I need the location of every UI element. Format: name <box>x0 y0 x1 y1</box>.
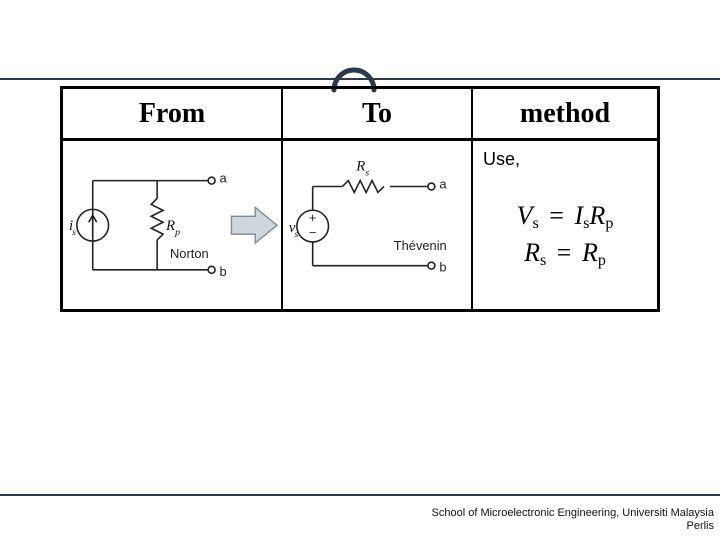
term-a-2: a <box>439 176 447 191</box>
svg-text:−: − <box>309 225 317 240</box>
thevenin-caption: Thévenin <box>394 238 447 253</box>
slide-page: From To method is <box>0 0 720 540</box>
footer-line-1: School of Microelectronic Engineering, U… <box>432 507 714 521</box>
svg-text:Rs: Rs <box>355 159 369 179</box>
norton-caption: Norton <box>170 246 209 261</box>
is-sub: s <box>72 227 76 238</box>
footer-line-2: Perlis <box>432 520 714 534</box>
term-b-2: b <box>439 260 446 275</box>
rp-sub: p <box>174 227 180 238</box>
method-intro: Use, <box>483 149 647 170</box>
cell-from: is Rp a b Norton <box>63 141 283 309</box>
conversion-table: From To method is <box>60 86 660 312</box>
footer-credit: School of Microelectronic Engineering, U… <box>432 507 714 535</box>
term-b: b <box>220 264 227 279</box>
rp-sym: R <box>165 218 175 234</box>
equation-2: Rs = Rp <box>483 235 647 272</box>
table-header-row: From To method <box>63 89 657 141</box>
cell-to: Rs + − vs a b Théve <box>283 141 473 309</box>
rs-sub: s <box>365 168 369 179</box>
equation-1: Vs = IsRp <box>483 198 647 235</box>
arrow-right-icon <box>231 207 277 243</box>
term-a: a <box>220 171 228 186</box>
norton-circuit-diagram: is Rp a b Norton <box>63 141 281 307</box>
cell-method: Use, Vs = IsRp Rs = Rp <box>473 141 657 309</box>
col-header-method: method <box>473 89 657 138</box>
table-row: is Rp a b Norton <box>63 141 657 309</box>
thevenin-circuit-diagram: Rs + − vs a b Théve <box>283 141 471 307</box>
svg-text:Rp: Rp <box>165 218 180 238</box>
bottom-rule <box>0 494 720 496</box>
col-header-to: To <box>283 89 473 138</box>
rs-sym: R <box>355 159 365 175</box>
col-header-from: From <box>63 89 283 138</box>
equation-block: Vs = IsRp Rs = Rp <box>483 198 647 272</box>
svg-text:is: is <box>69 218 76 238</box>
vs-sub: s <box>295 229 299 240</box>
svg-text:+: + <box>309 210 317 225</box>
